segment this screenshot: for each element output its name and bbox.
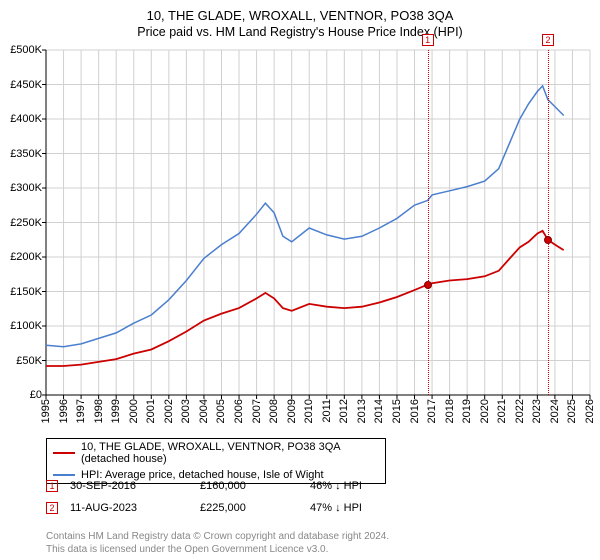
x-tick-label: 2002 [163, 399, 175, 423]
x-tick-label: 2005 [215, 399, 227, 423]
sale-pct-2: 47% ↓ HPI [310, 502, 362, 514]
sale-date-2: 11-AUG-2023 [70, 502, 170, 514]
x-tick-label: 1999 [110, 399, 122, 423]
y-tick-label: £200K [10, 251, 42, 263]
x-tick-label: 2008 [268, 399, 280, 423]
sale-dot [424, 281, 432, 289]
y-tick-label: £300K [10, 182, 42, 194]
x-tick-label: 2025 [566, 399, 578, 423]
sale-marker-1: 1 [46, 480, 58, 492]
x-tick-label: 2007 [251, 399, 263, 423]
footer-line1: Contains HM Land Registry data © Crown c… [46, 530, 389, 543]
x-tick-label: 2010 [303, 399, 315, 423]
x-tick-label: 2013 [356, 399, 368, 423]
legend-row-property: 10, THE GLADE, WROXALL, VENTNOR, PO38 3Q… [47, 439, 385, 467]
x-tick-label: 2022 [514, 399, 526, 423]
sale-date-1: 30-SEP-2016 [70, 480, 170, 492]
sale-marker-on-chart: 2 [542, 34, 554, 46]
sale-marker-2: 2 [46, 502, 58, 514]
x-tick-label: 2012 [338, 399, 350, 423]
x-tick-label: 2018 [444, 399, 456, 423]
footer-text: Contains HM Land Registry data © Crown c… [46, 530, 389, 556]
y-tick-label: £350K [10, 148, 42, 160]
x-tick-label: 2021 [496, 399, 508, 423]
chart-title-line1: 10, THE GLADE, WROXALL, VENTNOR, PO38 3Q… [0, 0, 600, 23]
x-tick-label: 2023 [531, 399, 543, 423]
x-tick-label: 2011 [321, 399, 333, 423]
x-tick-label: 1998 [93, 399, 105, 423]
y-tick-label: £50K [16, 355, 42, 367]
x-tick-label: 2026 [584, 399, 596, 423]
legend-label-property: 10, THE GLADE, WROXALL, VENTNOR, PO38 3Q… [81, 441, 379, 465]
x-tick-label: 2014 [373, 399, 385, 423]
sale-marker-on-chart: 1 [422, 34, 434, 46]
sale-row-2: 2 11-AUG-2023 £225,000 47% ↓ HPI [46, 502, 566, 514]
x-tick-label: 1997 [75, 399, 87, 423]
x-tick-label: 2019 [461, 399, 473, 423]
chart-container: 10, THE GLADE, WROXALL, VENTNOR, PO38 3Q… [0, 0, 600, 560]
sale-row-1: 1 30-SEP-2016 £160,000 46% ↓ HPI [46, 480, 566, 492]
x-tick-label: 2006 [233, 399, 245, 423]
x-tick-label: 2009 [286, 399, 298, 423]
sale-vline [428, 50, 429, 395]
x-tick-label: 2020 [479, 399, 491, 423]
legend-swatch-hpi [53, 474, 75, 476]
plot-wrap: £0£50K£100K£150K£200K£250K£300K£350K£400… [46, 50, 590, 395]
footer-line2: This data is licensed under the Open Gov… [46, 543, 389, 556]
x-tick-label: 2015 [391, 399, 403, 423]
x-tick-label: 2017 [426, 399, 438, 423]
x-tick-label: 1995 [40, 399, 52, 423]
y-tick-label: £100K [10, 320, 42, 332]
x-tick-label: 2004 [198, 399, 210, 423]
y-tick-label: £450K [10, 79, 42, 91]
y-tick-label: £150K [10, 286, 42, 298]
chart-title-line2: Price paid vs. HM Land Registry's House … [0, 23, 600, 39]
y-tick-label: £500K [10, 44, 42, 56]
legend-swatch-property [53, 452, 75, 454]
sale-dot [544, 236, 552, 244]
y-tick-label: £250K [10, 217, 42, 229]
sale-vline [548, 50, 549, 395]
x-tick-label: 2003 [180, 399, 192, 423]
legend-box: 10, THE GLADE, WROXALL, VENTNOR, PO38 3Q… [46, 438, 386, 484]
x-tick-label: 2000 [128, 399, 140, 423]
x-tick-label: 1996 [58, 399, 70, 423]
x-tick-label: 2016 [409, 399, 421, 423]
x-tick-label: 2001 [145, 399, 157, 423]
sale-price-2: £225,000 [200, 502, 280, 514]
x-tick-label: 2024 [549, 399, 561, 423]
sale-price-1: £160,000 [200, 480, 280, 492]
y-tick-label: £400K [10, 113, 42, 125]
sale-pct-1: 46% ↓ HPI [310, 480, 362, 492]
plot-svg [46, 50, 590, 395]
